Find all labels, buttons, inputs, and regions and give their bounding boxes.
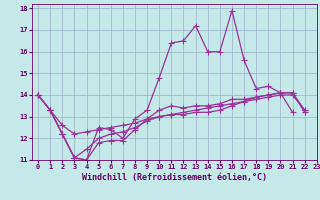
X-axis label: Windchill (Refroidissement éolien,°C): Windchill (Refroidissement éolien,°C) [82,173,267,182]
